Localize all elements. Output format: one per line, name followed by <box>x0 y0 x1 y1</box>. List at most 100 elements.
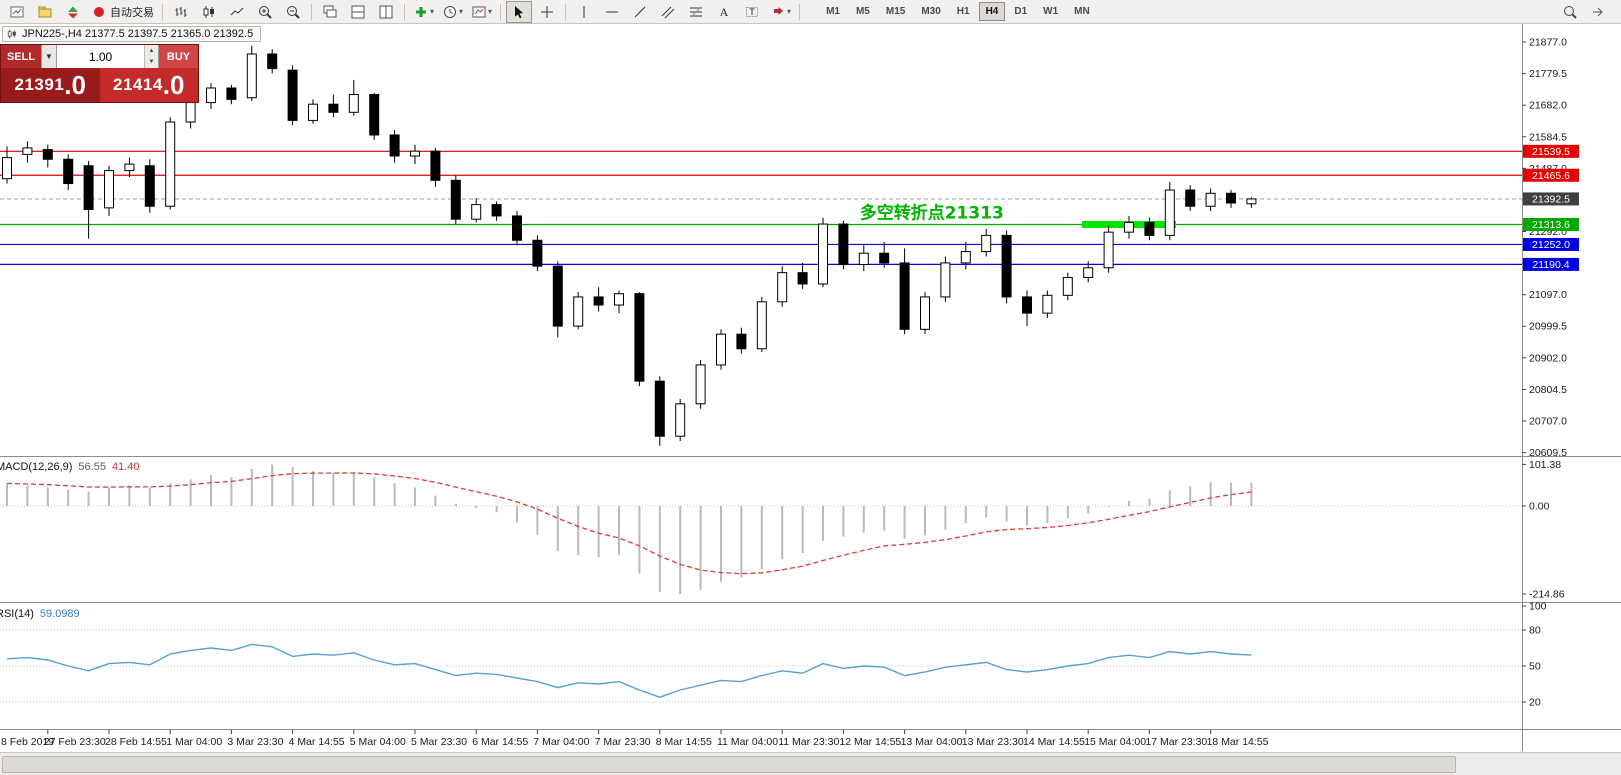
cascade-windows-button[interactable] <box>317 1 343 23</box>
svg-text:80: 80 <box>1529 625 1541 637</box>
timeframe-mn-button[interactable]: MN <box>1074 6 1090 17</box>
order-type-dropdown[interactable]: ▼ <box>41 45 56 68</box>
bar-chart-button[interactable] <box>168 1 194 23</box>
volume-field-wrap: 1.00 ▲ ▼ <box>56 45 159 68</box>
buy-price-display[interactable]: 21414.0 <box>99 68 198 102</box>
candlestick-chart-button[interactable] <box>196 1 222 23</box>
svg-text:13 Mar 04:00: 13 Mar 04:00 <box>901 736 963 748</box>
rsi-label: RSI(14) 59.0989 <box>0 608 80 620</box>
dropdown-caret-icon: ▾ <box>787 7 792 16</box>
arrows-button[interactable]: ▾ <box>767 1 794 23</box>
toolbar-separator <box>404 3 405 20</box>
zoom-in-button[interactable] <box>252 1 278 23</box>
toolbar-right-group <box>1556 1 1612 23</box>
trendline-button[interactable] <box>627 1 653 23</box>
line-chart-button[interactable] <box>224 1 250 23</box>
buy-button[interactable]: BUY <box>159 45 198 68</box>
sell-button[interactable]: SELL <box>1 45 41 68</box>
svg-text:多空转折点21313: 多空转折点21313 <box>860 203 1004 224</box>
horizontal-scrollbar[interactable] <box>0 752 1621 775</box>
hline-icon <box>604 4 620 20</box>
vertical-line-button[interactable] <box>571 1 597 23</box>
svg-text:11 Mar 23:30: 11 Mar 23:30 <box>778 736 839 748</box>
svg-text:21097.0: 21097.0 <box>1529 289 1567 301</box>
cursor-icon <box>511 4 527 20</box>
chart-shift-button[interactable] <box>1585 1 1611 23</box>
svg-text:50: 50 <box>1529 661 1541 673</box>
svg-text:21682.0: 21682.0 <box>1529 100 1567 112</box>
tile-vertically-button[interactable] <box>373 1 399 23</box>
new-chart-button[interactable] <box>4 1 30 23</box>
svg-text:20609.5: 20609.5 <box>1529 447 1567 459</box>
svg-text:7 Mar 23:30: 7 Mar 23:30 <box>595 736 651 748</box>
tile-horizontally-button[interactable] <box>345 1 371 23</box>
new-order-button[interactable] <box>60 1 86 23</box>
chart-tab-icon <box>6 28 18 40</box>
vline-icon <box>576 4 592 20</box>
chart-annotation[interactable]: 多空转折点21313 <box>860 203 1004 224</box>
tile-v-icon <box>378 4 394 20</box>
chart-window: 多空转折点21313 21877.0 21779.5 21682.0 21584.5 21… <box>0 24 1621 752</box>
channel-icon <box>660 4 676 20</box>
cursor-button[interactable] <box>506 0 533 23</box>
equidistant-channel-button[interactable] <box>655 1 681 23</box>
templates-button[interactable]: ▾ <box>468 1 495 23</box>
horizontal-line-button[interactable] <box>599 1 625 23</box>
quick-search-button[interactable] <box>1557 1 1583 23</box>
svg-text:11 Mar 04:00: 11 Mar 04:00 <box>717 736 778 748</box>
main-toolbar: 自动交易 ▾ ▾ ▾ A T ▾ M1 M5 M15 M30 H1 H4 D1 W1 MN <box>0 0 1621 24</box>
indicators-icon <box>413 4 429 20</box>
price-chart[interactable]: 多空转折点2131321877.021779.521682.021584.521… <box>0 24 1621 752</box>
timeframe-m1-button[interactable]: M1 <box>826 6 840 17</box>
sell-price-display[interactable]: 21391.0 <box>1 68 100 102</box>
svg-text:6 Mar 14:55: 6 Mar 14:55 <box>472 736 528 748</box>
chevron-down-icon: ▼ <box>45 52 53 61</box>
timeframe-m30-button[interactable]: M30 <box>921 6 941 17</box>
dropdown-caret-icon: ▾ <box>488 7 493 16</box>
text-button[interactable]: A <box>711 1 737 23</box>
svg-text:5 Mar 23:30: 5 Mar 23:30 <box>411 736 467 748</box>
periods-icon <box>442 4 458 20</box>
hscrollbar-thumb[interactable] <box>2 756 1456 773</box>
buy-price-frac: .0 <box>162 70 185 100</box>
panel-dividers[interactable] <box>0 24 1621 751</box>
shift-icon <box>1590 4 1606 20</box>
sell-price-main: 21391 <box>14 75 65 94</box>
stepper-down-icon[interactable]: ▼ <box>145 56 158 68</box>
new-order-icon <box>65 4 81 20</box>
svg-text:100: 100 <box>1529 601 1547 613</box>
svg-text:7 Mar 04:00: 7 Mar 04:00 <box>533 736 589 748</box>
timeframe-m15-button[interactable]: M15 <box>885 6 906 17</box>
timeframe-h1-button[interactable]: H1 <box>956 6 970 17</box>
svg-text:1 Mar 04:00: 1 Mar 04:00 <box>166 736 222 748</box>
stepper-up-icon[interactable]: ▲ <box>145 45 158 57</box>
macd-label: MACD(12,26,9) 56.55 41.40 <box>0 461 139 473</box>
fibonacci-button[interactable] <box>683 1 709 23</box>
macd-panel <box>0 464 1522 595</box>
zoom-out-button[interactable] <box>280 1 306 23</box>
sell-price-frac: .0 <box>64 70 86 100</box>
volume-input[interactable]: 1.00 <box>88 49 113 64</box>
timeframe-m5-button[interactable]: M5 <box>855 6 870 17</box>
svg-text:18 Mar 14:55: 18 Mar 14:55 <box>1207 736 1269 748</box>
svg-text:21392.5: 21392.5 <box>1532 193 1570 205</box>
periods-button[interactable]: ▾ <box>439 1 466 23</box>
svg-text:20: 20 <box>1529 697 1541 709</box>
timeframe-w1-button[interactable]: W1 <box>1043 6 1059 17</box>
auto-trading-button[interactable]: 自动交易 <box>88 1 157 23</box>
timeframe-d1-button[interactable]: D1 <box>1014 6 1028 17</box>
indicators-button[interactable]: ▾ <box>410 1 437 23</box>
text-label-button[interactable]: T <box>739 1 765 23</box>
level-lines[interactable] <box>0 150 1522 266</box>
toolbar-separator <box>162 3 163 20</box>
crosshair-button[interactable] <box>534 1 560 23</box>
profiles-button[interactable] <box>32 1 58 23</box>
svg-text:21252.0: 21252.0 <box>1532 239 1570 251</box>
svg-text:17 Mar 23:30: 17 Mar 23:30 <box>1145 736 1207 748</box>
buy-price-main: 21414 <box>113 75 163 94</box>
search-icon <box>1562 4 1578 20</box>
timeframe-h4-button[interactable]: H4 <box>978 2 1006 21</box>
rsi-value: 59.0989 <box>39 608 80 620</box>
fibo-icon <box>688 4 704 20</box>
tile-h-icon <box>350 4 366 20</box>
